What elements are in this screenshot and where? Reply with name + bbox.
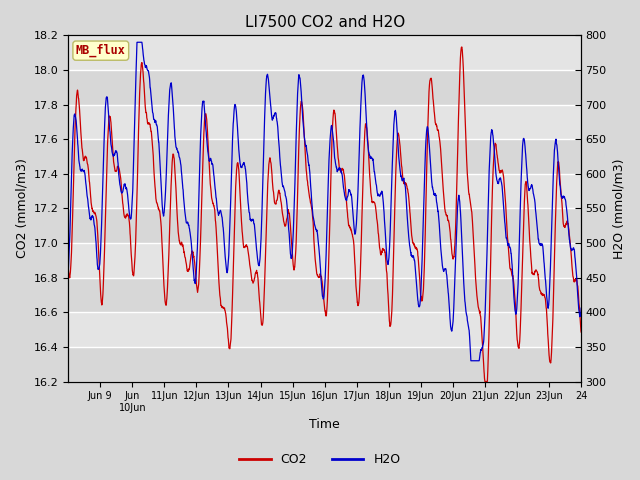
Bar — [68, 70, 581, 105]
Text: MB_flux: MB_flux — [76, 44, 125, 57]
Bar — [68, 139, 581, 174]
Y-axis label: CO2 (mmol/m3): CO2 (mmol/m3) — [15, 158, 28, 258]
Legend: CO2, H2O: CO2, H2O — [234, 448, 406, 471]
Bar — [68, 347, 581, 382]
Bar — [68, 243, 581, 277]
Bar — [68, 208, 581, 243]
Bar — [68, 312, 581, 347]
Bar — [68, 105, 581, 139]
Y-axis label: H2O (mmol/m3): H2O (mmol/m3) — [612, 158, 625, 259]
X-axis label: Time: Time — [309, 419, 340, 432]
Bar — [68, 174, 581, 208]
Bar — [68, 277, 581, 312]
Bar — [68, 36, 581, 70]
Title: LI7500 CO2 and H2O: LI7500 CO2 and H2O — [244, 15, 404, 30]
